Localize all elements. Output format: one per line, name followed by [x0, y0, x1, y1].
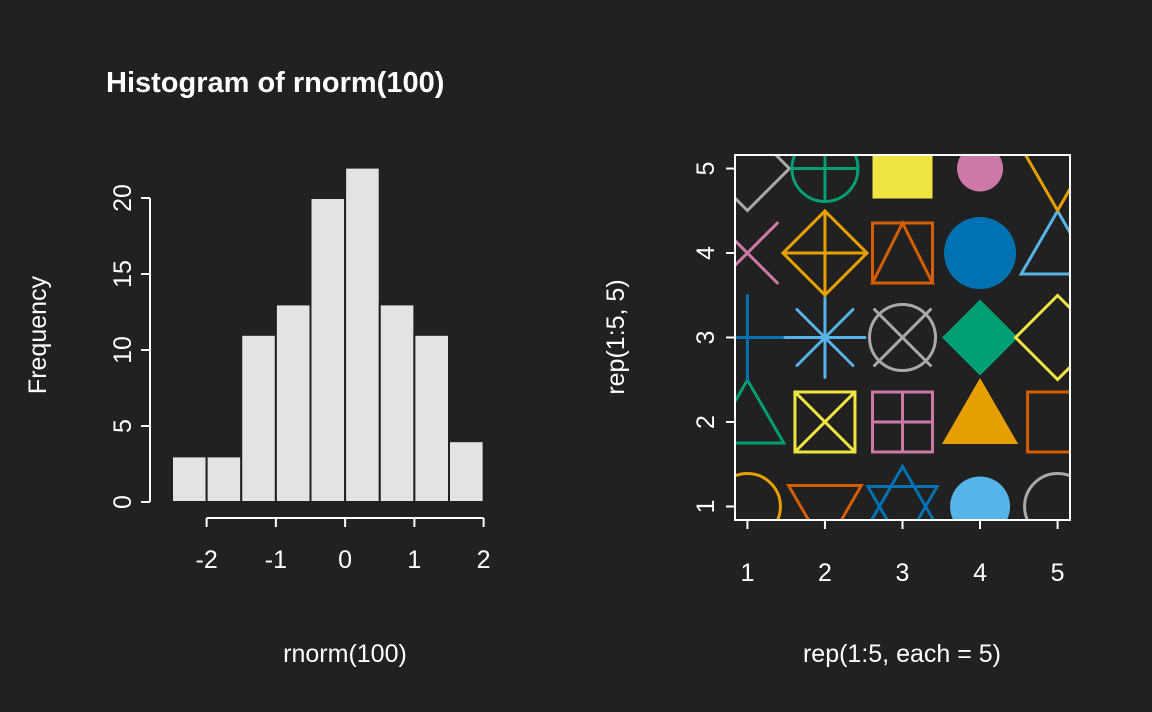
- chart-title: Histogram of rnorm(100): [106, 67, 444, 99]
- point-symbol-pch-21: [1023, 471, 1070, 520]
- y-tick-label: 5: [109, 419, 137, 433]
- point-symbol-pch-10: [790, 155, 860, 204]
- x-axis-title: rnorm(100): [283, 640, 407, 668]
- y-tick-label: 0: [109, 495, 137, 509]
- point-symbol-pch-13: [868, 303, 937, 372]
- y-tick-label: 4: [692, 246, 720, 260]
- y-tick-label: 2: [692, 415, 720, 429]
- point-symbol-pch-17: [941, 377, 1019, 444]
- x-tick-label: 5: [1051, 559, 1065, 587]
- point-symbol-pch-1: [735, 471, 782, 520]
- y-tick-label: 1: [692, 500, 720, 514]
- hist-bar: [274, 303, 312, 503]
- point-symbol-pch-22: [1026, 390, 1070, 454]
- y-tick-label: 20: [109, 184, 137, 212]
- hist-bar: [378, 303, 416, 503]
- y-axis-title: rep(1:5, 5): [602, 279, 630, 394]
- pch-scatter-panel: rep(1:5, each = 5) rep(1:5, 5) 1 2 3 4 5 1 2 3 4…: [602, 154, 1071, 668]
- hist-bar: [344, 166, 381, 503]
- hist-bar: [240, 333, 277, 503]
- point-symbol-pch-4: [735, 221, 779, 285]
- point-symbol-pch-8: [783, 296, 867, 379]
- hist-bar: [205, 455, 243, 503]
- point-symbol-pch-25: [1023, 155, 1070, 214]
- point-symbol-pch-6: [785, 483, 864, 520]
- point-symbol-pch-7: [793, 390, 857, 454]
- x-tick-label: 2: [818, 559, 832, 587]
- y-axis-title: Frequency: [24, 275, 52, 394]
- x-tick-label: 1: [740, 559, 754, 587]
- point-symbol-pch-20: [957, 155, 1004, 192]
- hist-bar: [413, 333, 450, 503]
- histogram-panel: Histogram of rnorm(100) rnorm(100) Frequ…: [24, 67, 491, 668]
- x-tick-label: 0: [338, 546, 352, 574]
- x-tick-label: 3: [896, 559, 910, 587]
- x-tick-label: -1: [265, 546, 287, 574]
- hist-bar: [448, 440, 485, 504]
- hist-bar: [309, 197, 347, 503]
- y-tick-label: 3: [692, 331, 720, 345]
- y-tick-label: 15: [109, 260, 137, 288]
- x-tick-label: 1: [407, 546, 421, 574]
- x-tick-label: 2: [477, 546, 491, 574]
- point-symbol-pch-16: [950, 476, 1011, 520]
- point-symbol-pch-14: [870, 219, 935, 285]
- scatter-axes: [726, 167, 1059, 529]
- point-symbol-pch-5: [735, 155, 792, 213]
- x-tick-label: -2: [196, 546, 218, 574]
- point-symbol-pch-19: [944, 217, 1017, 290]
- point-symbol-pch-11: [865, 463, 940, 520]
- point-symbol-pch-15: [872, 155, 933, 199]
- x-tick-label: 4: [973, 559, 987, 587]
- point-symbol-pch-12: [871, 390, 934, 454]
- histogram-bars: [171, 166, 485, 504]
- point-symbol-pch-3: [735, 294, 791, 381]
- y-tick-label: 10: [109, 336, 137, 364]
- x-axis-title: rep(1:5, each = 5): [803, 640, 1001, 668]
- point-symbol-pch-23: [1013, 293, 1070, 382]
- point-symbol-pch-24: [1018, 208, 1070, 276]
- point-symbol-pch-9: [780, 208, 870, 298]
- point-symbol-pch-18: [942, 299, 1019, 376]
- hist-axes: [141, 197, 485, 527]
- points-layer: [735, 155, 1070, 520]
- hist-bar: [171, 455, 208, 503]
- point-symbol-pch-2: [735, 376, 787, 445]
- y-tick-label: 5: [692, 162, 720, 176]
